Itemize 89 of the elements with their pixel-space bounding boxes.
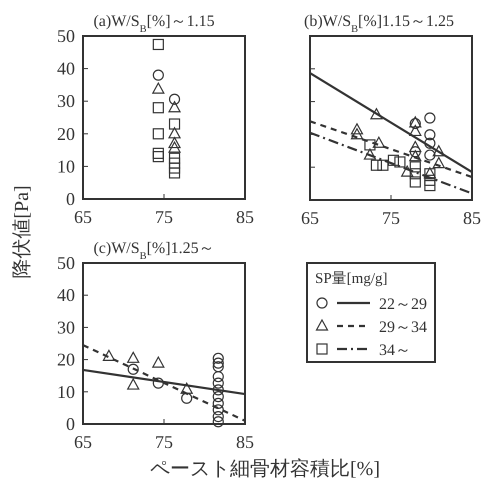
point bbox=[364, 139, 376, 150]
point bbox=[409, 124, 422, 136]
point bbox=[127, 378, 140, 390]
x-tick-label: 65 bbox=[301, 208, 319, 228]
point bbox=[212, 361, 224, 372]
point bbox=[212, 384, 224, 396]
y-tick-label: 50 bbox=[57, 26, 75, 46]
x-tick-label: 85 bbox=[236, 432, 254, 452]
chart-title: (c)W/S$_{B}$[%]1.25～ bbox=[93, 240, 215, 262]
point bbox=[370, 108, 383, 120]
y-tick-label: 0 bbox=[66, 189, 75, 209]
y-tick-label: 40 bbox=[57, 285, 75, 306]
point bbox=[424, 180, 436, 192]
point bbox=[377, 160, 388, 171]
y-tick-label: 10 bbox=[57, 382, 75, 402]
point bbox=[370, 160, 382, 171]
chart-title: (a)W/S$_{B}$[%]～1.15 bbox=[93, 13, 215, 34]
y-tick-label: 30 bbox=[57, 317, 75, 338]
point bbox=[102, 350, 116, 361]
point bbox=[364, 148, 376, 160]
point bbox=[152, 128, 164, 140]
legend-label: 34～ bbox=[379, 342, 411, 359]
x-tick-label: 75 bbox=[155, 207, 173, 227]
point bbox=[180, 382, 193, 394]
point bbox=[152, 70, 164, 81]
x-tick-label: 75 bbox=[155, 432, 173, 452]
point bbox=[212, 378, 224, 389]
point bbox=[152, 151, 164, 162]
point bbox=[152, 148, 164, 159]
point bbox=[152, 38, 164, 50]
legend-title: SP量[mg/g] bbox=[315, 271, 388, 287]
point bbox=[168, 94, 180, 105]
point bbox=[424, 138, 436, 149]
point bbox=[168, 162, 180, 174]
y-tick-label: 50 bbox=[57, 253, 75, 273]
legend-label: 22～29 bbox=[379, 296, 427, 313]
point bbox=[409, 140, 422, 152]
point bbox=[168, 167, 180, 179]
point bbox=[168, 127, 181, 138]
point bbox=[410, 161, 421, 172]
point bbox=[372, 136, 385, 148]
point bbox=[401, 166, 414, 177]
y-tick-label: 20 bbox=[57, 350, 75, 370]
point bbox=[212, 371, 224, 382]
x-tick-label: 85 bbox=[463, 208, 481, 228]
y-tick-label: 0 bbox=[66, 414, 75, 434]
point bbox=[409, 150, 422, 162]
chart-title: (b)W/S$_{B}$[%]1.15～1.25 bbox=[304, 13, 454, 34]
point bbox=[432, 145, 445, 156]
legend-label: 29～34 bbox=[379, 319, 427, 336]
x-tick-label: 85 bbox=[236, 207, 254, 227]
y-axis-title: 降伏値[Pa] bbox=[11, 185, 33, 279]
point bbox=[168, 152, 180, 164]
point bbox=[424, 149, 436, 161]
point bbox=[212, 352, 224, 364]
point bbox=[350, 128, 364, 140]
y-tick-label: 30 bbox=[57, 91, 75, 112]
point bbox=[424, 129, 436, 140]
point bbox=[212, 391, 224, 402]
point bbox=[212, 410, 224, 422]
point bbox=[212, 404, 224, 416]
point bbox=[128, 364, 139, 375]
point bbox=[152, 102, 164, 114]
point bbox=[424, 112, 436, 124]
y-tick-label: 20 bbox=[57, 124, 75, 144]
point bbox=[152, 356, 164, 368]
y-tick-label: 40 bbox=[57, 58, 75, 79]
point bbox=[152, 378, 164, 389]
point bbox=[388, 154, 400, 166]
x-tick-label: 65 bbox=[74, 207, 92, 227]
point bbox=[168, 101, 181, 112]
point bbox=[432, 156, 445, 168]
point bbox=[127, 352, 140, 363]
point bbox=[212, 398, 224, 409]
point bbox=[212, 416, 224, 428]
point bbox=[410, 176, 421, 188]
y-tick-label: 10 bbox=[57, 156, 75, 176]
point bbox=[350, 123, 364, 134]
x-tick-label: 65 bbox=[74, 432, 92, 452]
point bbox=[168, 136, 181, 148]
point bbox=[410, 168, 421, 180]
x-axis-title: ペースト細骨材容積比[%] bbox=[150, 458, 380, 480]
point bbox=[212, 358, 224, 369]
point bbox=[152, 82, 164, 94]
point bbox=[394, 156, 406, 168]
point bbox=[181, 392, 192, 404]
point bbox=[168, 118, 180, 130]
x-tick-label: 75 bbox=[382, 208, 400, 228]
point bbox=[168, 142, 181, 153]
